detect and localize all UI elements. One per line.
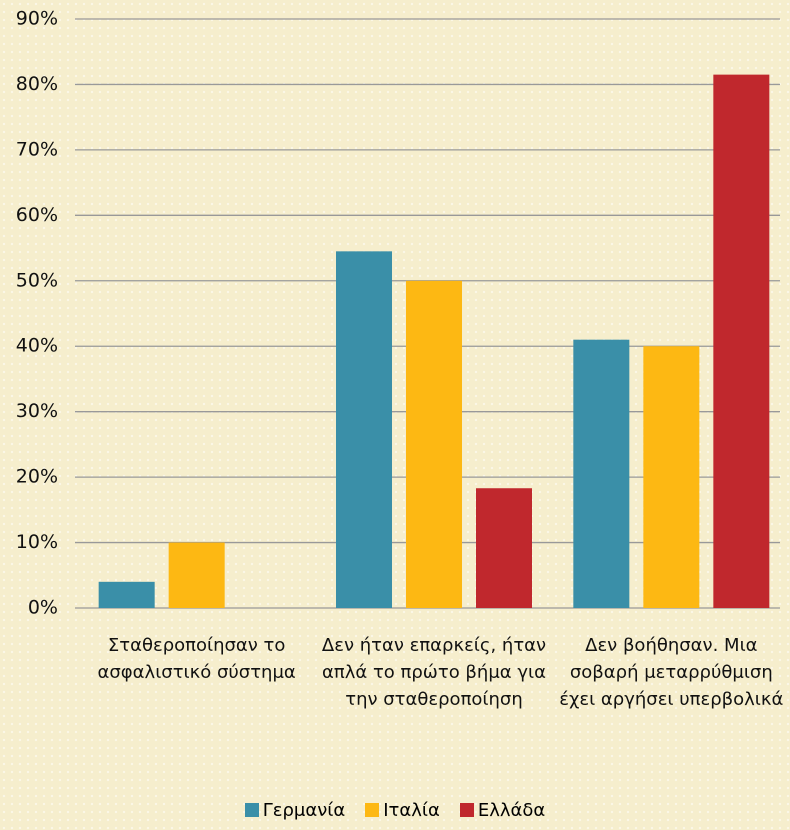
y-tick-label: 40% — [16, 335, 58, 357]
x-tick-label: Δεν ήταν επαρκείς, ήταν απλά το πρώτο βή… — [321, 635, 547, 710]
legend-item: Γερμανία — [244, 800, 346, 821]
legend-swatch — [244, 803, 259, 817]
y-tick-label: 0% — [28, 597, 58, 619]
legend-item: Ιταλία — [365, 800, 440, 821]
bar — [643, 346, 700, 608]
legend-label: Γερμανία — [262, 800, 346, 821]
x-tick-label: Δεν βοήθησαν. Μια σοβαρή μεταρρύθμιση έχ… — [559, 635, 784, 710]
bar — [713, 74, 770, 608]
bar — [168, 542, 225, 608]
y-tick-label: 70% — [16, 138, 58, 160]
bar — [573, 339, 630, 608]
legend-swatch — [459, 803, 474, 817]
legend-label: Ιταλία — [383, 800, 440, 821]
y-tick-label: 30% — [16, 400, 58, 422]
bar — [336, 251, 392, 609]
bar — [406, 280, 462, 608]
y-tick-label: 20% — [16, 466, 58, 488]
legend-item: Ελλάδα — [459, 800, 546, 821]
x-tick-label: Σταθεροποίησαν το ασφαλιστικό σύστημα — [97, 635, 296, 683]
y-tick-label: 50% — [16, 269, 58, 291]
y-tick-label: 80% — [16, 73, 58, 95]
legend-swatch — [365, 803, 380, 817]
legend: Γερμανία Ιταλία Ελλάδα — [0, 800, 790, 821]
bar — [98, 581, 155, 608]
legend-label: Ελλάδα — [477, 800, 546, 821]
y-tick-label: 90% — [16, 8, 58, 30]
y-tick-label: 60% — [16, 204, 58, 226]
y-tick-label: 10% — [16, 531, 58, 553]
bar — [476, 488, 532, 608]
